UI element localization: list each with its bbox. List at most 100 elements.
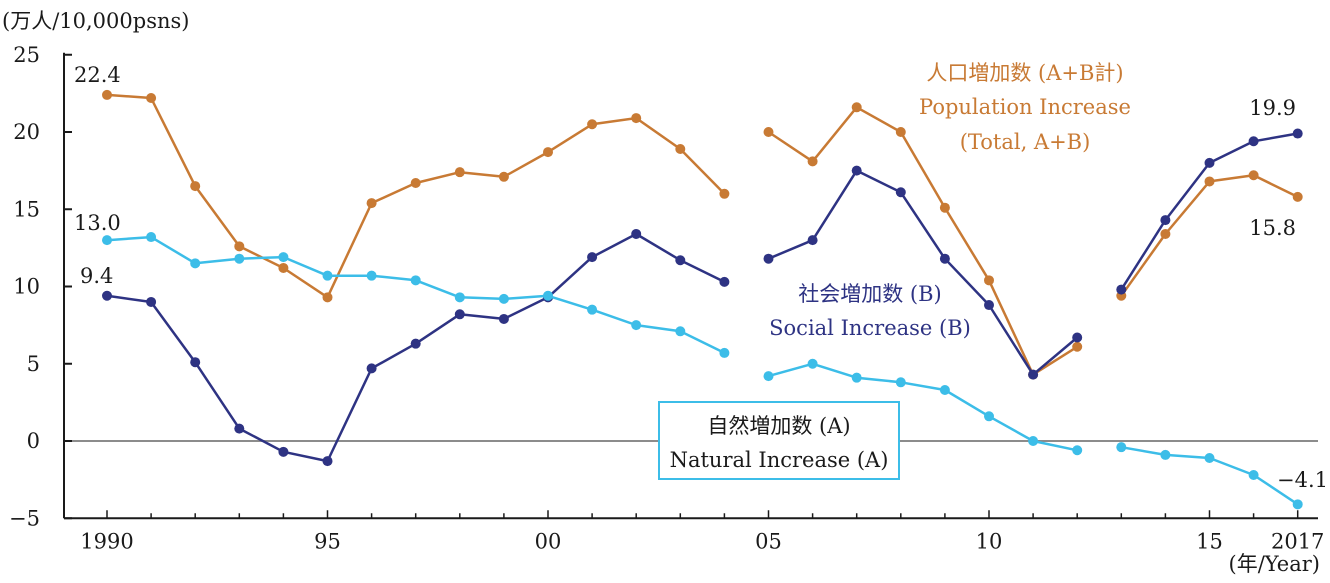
natural-label-ja: 自然増加数 (A)	[707, 414, 850, 438]
social-point	[454, 309, 465, 320]
x-tick-label: 10	[976, 529, 1003, 553]
x-tick-label: 05	[755, 529, 782, 553]
natural-line	[106, 235, 725, 355]
natural-point	[984, 411, 994, 422]
natural-point	[1072, 445, 1083, 456]
population-point	[278, 262, 289, 273]
population-point	[1248, 170, 1259, 181]
population-point	[322, 292, 333, 303]
end-value-label: 9.4	[80, 264, 113, 288]
y-tick-label: 0	[27, 429, 40, 453]
social-point	[675, 255, 686, 266]
natural-line	[768, 362, 1078, 452]
population-point	[984, 275, 994, 286]
population-point	[587, 119, 598, 130]
population-point	[410, 177, 421, 188]
natural-label-en: Natural Increase (A)	[670, 448, 889, 472]
natural-label-box	[658, 401, 900, 480]
social-point	[190, 357, 201, 368]
natural-point	[543, 290, 553, 301]
natural-point	[498, 293, 509, 304]
social-point	[719, 276, 730, 287]
population-label-ja: 人口増加数 (A+B計)	[926, 61, 1123, 85]
natural-point	[763, 371, 774, 382]
natural-point	[102, 235, 112, 246]
y-tick-label: 5	[27, 352, 40, 376]
social-point	[1116, 284, 1127, 295]
natural-point	[631, 320, 642, 331]
population-point	[895, 127, 906, 137]
population-point	[146, 93, 157, 104]
series-population	[102, 89, 1303, 380]
natural-point	[1116, 442, 1127, 453]
natural-point	[895, 377, 906, 388]
social-label-ja: 社会増加数 (B)	[798, 282, 942, 306]
end-value-label: 13.0	[74, 211, 121, 235]
natural-point	[190, 258, 201, 269]
population-line	[767, 106, 1078, 376]
natural-point	[410, 275, 421, 286]
natural-point	[851, 372, 862, 383]
natural-point	[1028, 436, 1039, 446]
social-point	[1028, 369, 1039, 380]
population-label-en2: (Total, A+B)	[960, 130, 1091, 154]
x-tick-label: 1990	[80, 529, 133, 553]
population-point	[543, 147, 553, 158]
population-point	[498, 171, 509, 182]
natural-point	[278, 252, 289, 263]
end-value-label: −4.1	[1277, 468, 1328, 492]
social-line	[1120, 132, 1298, 291]
x-tick-label: 00	[535, 529, 562, 553]
natural-point	[322, 270, 333, 281]
social-point	[102, 290, 112, 301]
social-point	[410, 338, 421, 349]
population-point	[851, 102, 862, 113]
social-point	[763, 253, 774, 264]
end-value-label: 19.9	[1249, 96, 1296, 120]
natural-point	[675, 326, 686, 337]
natural-point	[587, 304, 598, 315]
end-value-label: 22.4	[74, 63, 121, 87]
social-point	[322, 456, 333, 467]
natural-point	[146, 232, 157, 243]
natural-point	[1248, 469, 1259, 480]
x-tick-label: 95	[314, 529, 341, 553]
social-point	[939, 253, 950, 264]
y-tick-label: 20	[13, 120, 40, 144]
social-point	[587, 252, 598, 263]
population-point	[1072, 341, 1083, 352]
population-line	[106, 93, 726, 299]
series-layer	[102, 89, 1303, 510]
population-point	[1204, 176, 1215, 187]
social-point	[807, 235, 818, 246]
population-point	[631, 113, 642, 124]
social-point	[1160, 215, 1171, 226]
population-point	[1160, 228, 1171, 239]
natural-point	[719, 347, 730, 358]
natural-point	[1204, 452, 1215, 463]
natural-point	[939, 385, 950, 396]
population-label-en: Population Increase	[919, 95, 1131, 119]
y-tick-label: 25	[13, 43, 40, 67]
social-point	[851, 165, 862, 176]
population-point	[763, 127, 774, 137]
y-tick-label: 15	[13, 197, 40, 221]
y-tick-label: 10	[13, 275, 40, 299]
social-line	[768, 169, 1079, 376]
population-point	[190, 181, 201, 192]
natural-point	[1160, 449, 1171, 460]
end-value-label: 15.8	[1249, 216, 1296, 240]
social-point	[366, 363, 377, 374]
y-unit-label: (万人/10,000psns)	[2, 9, 189, 33]
social-label-en: Social Increase (B)	[769, 316, 971, 340]
population-point	[939, 202, 950, 213]
x-tick-label: 15	[1196, 529, 1223, 553]
social-point	[631, 228, 642, 239]
population-point	[675, 143, 686, 154]
series-natural	[102, 232, 1303, 510]
natural-point	[234, 253, 245, 264]
natural-point	[454, 292, 465, 303]
series-social	[102, 128, 1303, 467]
